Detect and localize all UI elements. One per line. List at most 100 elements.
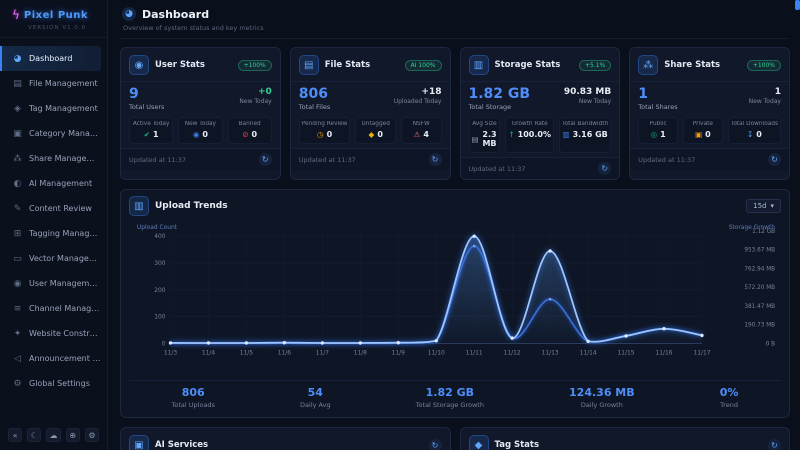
card-sub-stats: Public ◎ 1 Private ▣ 0 Total Downloads ↧ 0 — [638, 117, 781, 145]
refresh-icon[interactable]: ↻ — [428, 153, 442, 167]
review-icon: ✎ — [13, 203, 22, 214]
refresh-icon[interactable]: ↻ — [258, 153, 272, 167]
eye-icon: ◎ — [650, 130, 658, 140]
x-axis-tick: 11/16 — [655, 351, 672, 357]
right-axis-tick: 0 B — [766, 342, 775, 348]
app-name: Pixel Punk — [23, 9, 89, 21]
page-title: Dashboard — [142, 7, 210, 21]
card-main-value: 1 — [638, 86, 648, 102]
updated-timestamp: Updated at 11:37 — [298, 155, 356, 164]
right-axis-tick: 762.94 MB — [744, 267, 775, 273]
upload-data-point — [548, 249, 552, 254]
sidebar-item-dashboard[interactable]: ◕ Dashboard — [0, 46, 101, 71]
updated-timestamp: Updated at 11:37 — [468, 164, 526, 173]
card-side-value-group: 1 New Today — [749, 87, 781, 105]
card-main-value: 1.82 GB — [468, 86, 531, 102]
sub-stat-row: ▣ 0 — [686, 130, 720, 139]
right-axis-tick: 572.20 MB — [744, 286, 775, 292]
sidebar-item-tag-management[interactable]: ◈ Tag Management — [0, 96, 107, 121]
x-axis-tick: 11/7 — [316, 351, 330, 357]
card-main-row: 1.82 GB Total Storage 90.83 MB New Today — [468, 86, 612, 112]
storage-data-point — [548, 298, 552, 301]
summary-value: 124.36 MB — [569, 386, 635, 400]
sidebar-item-share-management[interactable]: ⁂ Share Management — [0, 146, 107, 171]
collapse-icon[interactable]: « — [8, 428, 23, 442]
sidebar-item-content-review[interactable]: ✎ Content Review — [0, 196, 107, 221]
left-axis-tick: 0 — [162, 342, 166, 348]
sub-stat-row: ◆ 0 — [358, 130, 393, 139]
scrollbar-thumb[interactable] — [795, 0, 800, 10]
clock-icon: ◷ — [317, 130, 324, 140]
share-icon: ⁂ — [13, 153, 22, 164]
sub-stat-value: 100.0% — [517, 130, 551, 140]
megaphone-icon: ◁ — [14, 353, 21, 364]
card-main-label: Total Storage — [468, 103, 512, 112]
sub-stat-value: 3.16 GB — [572, 130, 608, 140]
refresh-icon[interactable]: ↻ — [768, 438, 781, 450]
card-side-value-group: 90.83 MB New Today — [564, 87, 611, 105]
upload-data-point — [358, 341, 362, 345]
vector-icon: ▭ — [13, 253, 22, 264]
sub-stat-row: ⊘ 0 — [231, 130, 269, 139]
x-axis-tick: 11/17 — [693, 351, 710, 357]
cloud-icon[interactable]: ☁ — [46, 428, 61, 442]
sidebar-item-global-settings[interactable]: ⚙ Global Settings — [0, 371, 107, 396]
sub-stat-avg-size: Avg Size ▤ 2.3 MB — [468, 117, 501, 154]
summary-stat-total-uploads: 806 Total Uploads — [172, 386, 215, 409]
page-scrollbar[interactable] — [795, 0, 800, 450]
refresh-icon[interactable]: ↻ — [598, 162, 612, 176]
card-header: ◉ User Stats +100% — [121, 48, 280, 82]
ban-icon: ⊘ — [242, 130, 249, 140]
summary-stat-daily-avg: 54 Daily Avg — [300, 386, 331, 409]
gear-icon: ⚙ — [13, 378, 22, 389]
moon-icon[interactable]: ☾ — [27, 428, 42, 442]
sub-stat-label: Active Today — [132, 121, 170, 128]
sidebar-item-channel-management[interactable]: ≡ Channel Management — [0, 296, 107, 321]
upload-data-point — [624, 334, 628, 339]
sidebar-item-label: Dashboard — [29, 54, 73, 63]
sidebar-item-vector-management[interactable]: ▭ Vector Management — [0, 246, 107, 271]
sidebar-item-website-construction[interactable]: ✦ Website Construction — [0, 321, 107, 346]
refresh-icon[interactable]: ↻ — [768, 153, 781, 167]
refresh-icon[interactable]: ↻ — [428, 438, 442, 450]
sidebar-item-category-manageme[interactable]: ▣ Category Manageme... — [0, 121, 107, 146]
sidebar-item-tagging-management[interactable]: ⊞ Tagging Management — [0, 221, 107, 246]
sidebar-item-label: Category Manageme... — [29, 129, 101, 138]
sidebar-item-ai-management[interactable]: ◐ AI Management — [0, 171, 107, 196]
x-axis-tick: 11/4 — [202, 351, 216, 357]
range-select[interactable]: 15d ▾ — [746, 199, 781, 214]
globe-icon[interactable]: ⊕ — [65, 428, 80, 442]
right-axis-tick: 1.12 GB — [752, 229, 775, 235]
upload-trends-chart[interactable]: Upload Count Storage Growth 400 300 200 100 0 1… — [129, 220, 781, 378]
sidebar-item-announcement-man[interactable]: ◁ Announcement Man... — [0, 346, 107, 371]
sub-stat-label: Pending Review — [301, 121, 348, 128]
card-side-label: New Today — [748, 97, 781, 105]
card-footer: Updated at 11:37 ↻ — [290, 148, 450, 171]
gear-icon[interactable]: ⚙ — [84, 428, 100, 442]
upload-area-fill — [170, 236, 702, 344]
sidebar-item-file-management[interactable]: ▤ File Management — [0, 71, 107, 96]
monitor-icon: ▣ — [129, 435, 149, 450]
card-header: ▤ File Stats AI 100% — [290, 48, 450, 82]
sidebar-item-label: Share Management — [29, 154, 101, 163]
card-main-value: 806 — [298, 86, 328, 102]
download-icon: ↧ — [746, 130, 754, 140]
panel-title: Tag Stats — [494, 440, 540, 450]
sidebar-item-user-management[interactable]: ◉ User Management — [0, 271, 107, 296]
sub-stat-label: Avg Size — [472, 121, 497, 128]
stat-card-storage-stats: ▥ Storage Stats +5.1% 1.82 GB Total Storage 9… — [459, 47, 621, 181]
sidebar-menu: ◕ Dashboard ▤ File Management ◈ Tag Managemen… — [0, 38, 107, 422]
app-logo: ϟ Pixel Punk VERSION V1.0.0 — [0, 0, 107, 38]
sidebar-item-label: AI Management — [29, 179, 93, 188]
sub-stat-value: 0 — [705, 130, 711, 140]
summary-value: 806 — [181, 386, 205, 400]
sub-stat-value: 0 — [377, 130, 383, 140]
upload-data-point — [206, 341, 211, 345]
trends-summary-row: 806 Total Uploads 54 Daily Avg 1.82 GB Total … — [129, 380, 781, 413]
card-main-value-group: 9 Total Users — [129, 86, 164, 111]
share-icon: ⁂ — [638, 55, 659, 75]
card-main-value-group: 806 Total Files — [298, 86, 331, 111]
upload-trends-panel: ▥ Upload Trends 15d ▾ Upload Count Storag… — [120, 189, 790, 419]
summary-label: Total Uploads — [171, 401, 215, 410]
